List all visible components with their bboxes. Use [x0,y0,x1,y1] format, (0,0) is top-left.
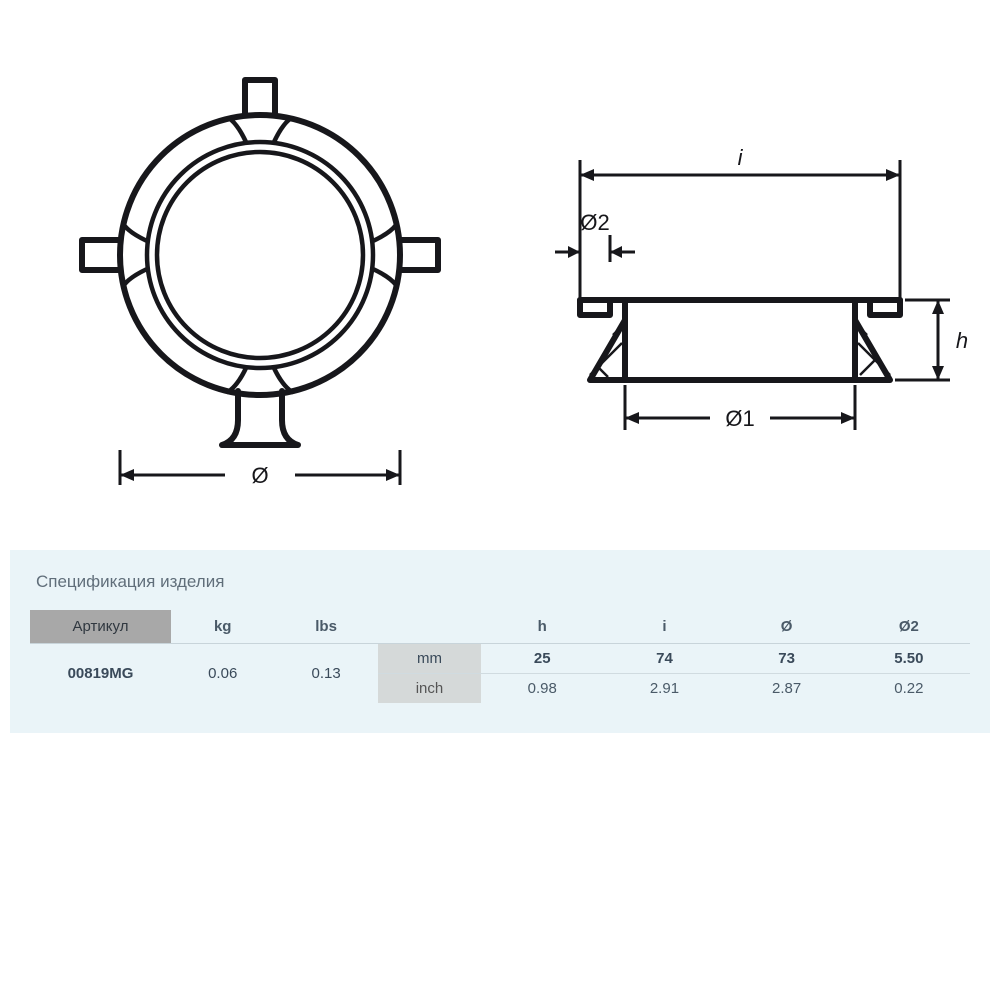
dim-d1: Ø1 [625,385,855,431]
cell-mm-d2: 5.50 [848,644,970,674]
dim-i: i [580,145,900,298]
col-lbs: lbs [274,610,377,644]
table-row-mm: 00819MG 0.06 0.13 mm 25 74 73 5.50 [30,644,970,674]
col-article: Артикул [30,610,171,644]
cell-inch-i: 2.91 [603,674,725,704]
col-i: i [603,610,725,644]
dim-diameter: Ø [120,450,400,488]
cell-unit-mm: mm [378,644,481,674]
spec-title: Спецификация изделия [36,572,970,592]
cell-mm-d: 73 [726,644,848,674]
spec-table: Артикул kg lbs h i Ø Ø2 00819MG 0.06 0.1… [30,610,970,703]
technical-drawing: Ø [0,30,1000,510]
cell-inch-h: 0.98 [481,674,603,704]
col-d2: Ø2 [848,610,970,644]
dim-d2: Ø2 [555,210,635,262]
front-view [82,80,438,445]
cell-unit-inch: inch [378,674,481,704]
cell-inch-d2: 0.22 [848,674,970,704]
section-view: i Ø2 h [555,145,968,431]
cell-mm-h: 25 [481,644,603,674]
col-d: Ø [726,610,848,644]
label-i: i [738,145,744,170]
cell-article: 00819MG [30,644,171,704]
dim-h: h [895,300,968,380]
col-unit-blank [378,610,481,644]
cell-kg: 0.06 [171,644,274,704]
spec-panel: Спецификация изделия Артикул kg lbs h i … [10,550,990,733]
cell-inch-d: 2.87 [726,674,848,704]
label-diameter: Ø [251,463,268,488]
col-h: h [481,610,603,644]
table-header-row: Артикул kg lbs h i Ø Ø2 [30,610,970,644]
label-d2: Ø2 [580,210,609,235]
label-d1: Ø1 [725,406,754,431]
cell-mm-i: 74 [603,644,725,674]
col-kg: kg [171,610,274,644]
cell-lbs: 0.13 [274,644,377,704]
label-h: h [956,328,968,353]
